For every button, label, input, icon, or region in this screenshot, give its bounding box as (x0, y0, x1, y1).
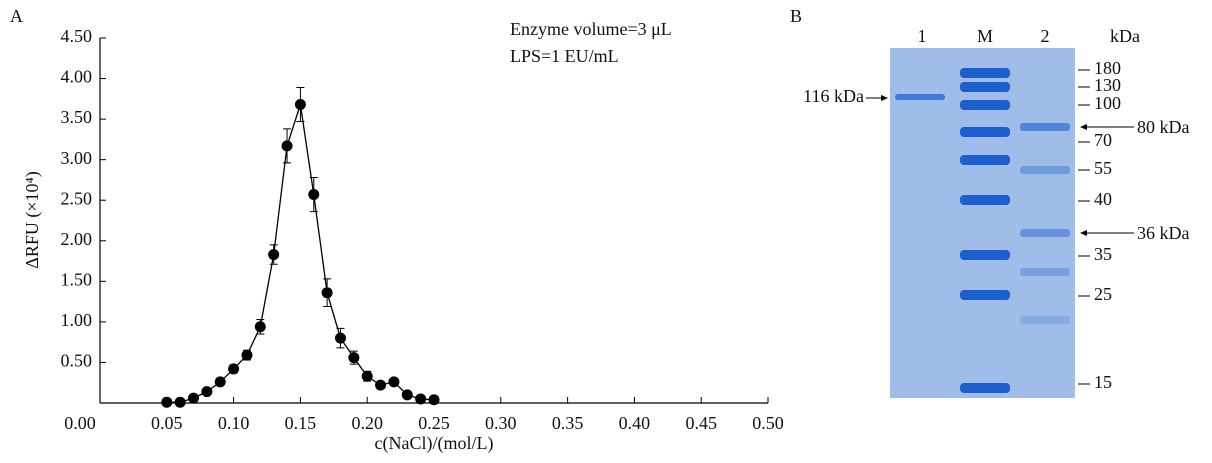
arrowhead (1080, 124, 1087, 130)
x-tick-label: 0.15 (285, 413, 317, 433)
data-point (175, 397, 186, 408)
x-tick-label: 0.40 (619, 413, 651, 433)
x-tick-label: 0.25 (418, 413, 450, 433)
y-tick-label: 2.50 (61, 188, 93, 208)
x-axis-label: c(NaCl)/(mol/L) (375, 433, 494, 454)
marker-label: 100 (1094, 93, 1121, 113)
y-tick-label: 1.00 (61, 310, 93, 330)
lane-label: 2 (1041, 26, 1050, 46)
marker-band (960, 383, 1010, 393)
panel-label: A (10, 6, 23, 26)
arrowhead (881, 95, 888, 101)
data-point (362, 371, 373, 382)
marker-band (960, 290, 1010, 300)
x-tick-label: 0.50 (752, 413, 784, 433)
protein-band (1020, 229, 1070, 237)
panel-label: B (790, 6, 802, 26)
y-axis-label: ΔRFU (×10⁴) (22, 171, 43, 269)
marker-label: 25 (1094, 284, 1112, 304)
unit-label: kDa (1110, 26, 1140, 46)
lane-label: M (977, 26, 993, 46)
marker-label: 15 (1094, 372, 1112, 392)
data-point (188, 393, 199, 404)
y-tick-label: 0.50 (61, 351, 93, 371)
data-point (388, 376, 399, 387)
y-tick-label: 3.50 (61, 107, 93, 127)
marker-band (960, 155, 1010, 165)
y-tick-label: 4.50 (61, 26, 93, 46)
data-point (161, 397, 172, 408)
marker-label: 70 (1094, 130, 1112, 150)
data-point (348, 352, 359, 363)
data-point (308, 189, 319, 200)
data-point (255, 321, 266, 332)
band-annotation: 116 kDa (803, 86, 864, 106)
x-tick-label: 0.20 (351, 413, 383, 433)
marker-band (960, 82, 1010, 92)
x-tick-label: 0.10 (218, 413, 250, 433)
band-annotation: 36 kDa (1137, 223, 1190, 243)
lane-label: 1 (918, 26, 927, 46)
marker-band (960, 100, 1010, 110)
data-point (282, 140, 293, 151)
marker-band (960, 127, 1010, 137)
marker-label: 40 (1094, 189, 1112, 209)
data-point (375, 380, 386, 391)
x-tick-label: 0.35 (552, 413, 584, 433)
x-tick-label: 0.45 (685, 413, 717, 433)
protein-band (1020, 123, 1070, 131)
data-line (167, 105, 434, 403)
data-point (429, 394, 440, 405)
data-point (268, 249, 279, 260)
data-point (322, 287, 333, 298)
y-tick-label: 4.00 (61, 67, 93, 87)
annotation: Enzyme volume=3 μL (510, 19, 672, 39)
marker-band (960, 68, 1010, 78)
x-tick-label: 0.05 (151, 413, 183, 433)
data-point (335, 333, 346, 344)
protein-band (895, 94, 945, 100)
marker-band (960, 250, 1010, 260)
arrowhead (1080, 230, 1087, 236)
marker-label: 130 (1094, 75, 1121, 95)
marker-label: 35 (1094, 244, 1112, 264)
marker-label: 55 (1094, 158, 1112, 178)
data-point (402, 389, 413, 400)
band-annotation: 80 kDa (1137, 117, 1190, 137)
data-point (201, 386, 212, 397)
data-point (215, 376, 226, 387)
y-tick-label: 2.00 (61, 229, 93, 249)
x-tick-label: 0.30 (485, 413, 517, 433)
protein-band (1020, 316, 1070, 324)
figure: A Enzyme volume=3 μL LPS=1 EU/mL c(NaCl)… (0, 0, 1212, 463)
protein-band (1020, 166, 1070, 174)
marker-band (960, 195, 1010, 205)
data-point (295, 99, 306, 110)
y-tick-label: 1.50 (61, 269, 93, 289)
data-point (415, 393, 426, 404)
annotation: LPS=1 EU/mL (510, 46, 619, 66)
y-tick-label: 3.00 (61, 148, 93, 168)
data-point (241, 350, 252, 361)
protein-band (1020, 268, 1070, 276)
x-tick-label: 0.00 (64, 413, 96, 433)
data-point (228, 363, 239, 374)
